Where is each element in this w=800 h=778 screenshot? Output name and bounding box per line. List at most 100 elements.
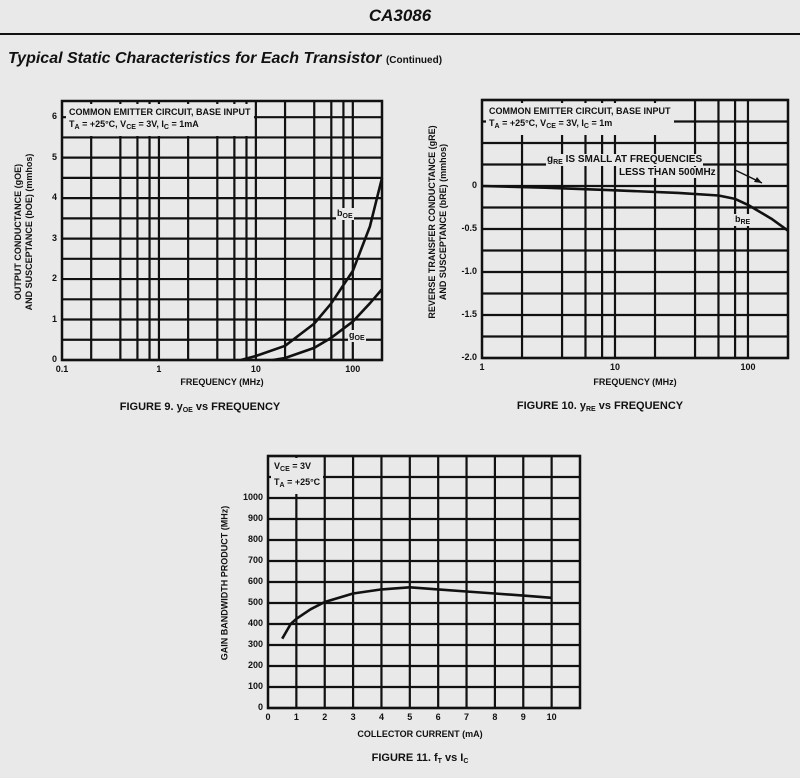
y-tick-label: 500 <box>247 597 263 607</box>
condition-text: = 1m <box>588 118 613 128</box>
x-axis-label: COLLECTOR CURRENT (mA) <box>357 729 483 739</box>
figure-caption: FIGURE 10. yRE vs FREQUENCY <box>517 400 683 413</box>
series-label-gOE: gOE <box>348 330 366 342</box>
x-tick-label: 1 <box>293 712 299 722</box>
condition-line: TA = +25°C, VCE = 3V, IC = 1mA <box>69 118 251 134</box>
y-tick-label: 3 <box>51 232 57 243</box>
y-axis-label: GAIN BANDWIDTH PRODUCT (MHz) <box>220 506 231 660</box>
caption-text: FIGURE 10. y <box>516 400 586 412</box>
series-line-fT <box>281 586 552 640</box>
condition-line: TA = +25°C, VCE = 3V, IC = 1m <box>489 117 671 133</box>
series-label-bOE: bOE <box>336 208 354 220</box>
condition-text: = 3V, I <box>555 118 584 128</box>
condition-text: = 1mA <box>168 119 199 129</box>
caption-subscript: T <box>437 758 442 765</box>
condition-subscript: C <box>163 124 169 131</box>
annotation-sub: RE <box>553 159 563 166</box>
y-tick-label: 1000 <box>242 492 263 502</box>
y-tick-label: 700 <box>247 555 263 565</box>
section-note: (Continued) <box>385 55 443 66</box>
condition-line: TA = +25°C <box>274 476 320 492</box>
y-axis-label-line: GAIN BANDWIDTH PRODUCT (MHz) <box>219 505 230 661</box>
annotation-text: IS SMALL AT FREQUENCIES <box>562 154 703 165</box>
figure-caption: FIGURE 9. yOE vs FREQUENCY <box>120 401 281 414</box>
condition-text: COMMON EMITTER CIRCUIT, BASE INPUT <box>489 106 671 116</box>
y-axis-label-line: AND SUSCEPTANCE (bRE) (mmhos) <box>438 143 448 301</box>
section-title-text: Typical Static Characteristics for Each … <box>8 50 382 67</box>
y-tick-label: 6 <box>51 111 57 122</box>
x-tick-label: 0 <box>265 712 271 722</box>
figure-caption: FIGURE 11. fT vs IC <box>372 752 469 765</box>
condition-subscript: C <box>583 123 589 130</box>
condition-text: = 3V <box>289 461 312 471</box>
series-label-main: b <box>735 214 741 224</box>
series-label-main: g <box>349 330 355 340</box>
y-tick-label: -1.0 <box>461 266 477 276</box>
caption-text: FIGURE 9. y <box>119 401 183 413</box>
x-tick-label: 10 <box>609 362 620 372</box>
annotation-line-1: gRE IS SMALL AT FREQUENCIES <box>546 154 704 166</box>
annotation-main: g <box>547 154 554 165</box>
x-tick-label: 10 <box>546 712 557 722</box>
series-label-sub: OE <box>342 213 353 220</box>
plot-frame <box>60 99 384 362</box>
condition-subscript: CE <box>126 124 136 131</box>
y-tick-label: 300 <box>247 639 263 649</box>
condition-subscript: A <box>74 124 80 131</box>
condition-text: = +25°C, V <box>79 119 127 129</box>
series-label-sub: OE <box>354 335 365 342</box>
x-tick-label: 100 <box>345 364 361 374</box>
x-axis-label: FREQUENCY (MHz) <box>180 377 264 387</box>
chart-conditions: COMMON EMITTER CIRCUIT, BASE INPUT TA = +… <box>66 104 254 136</box>
y-tick-label: 600 <box>247 576 263 586</box>
x-tick-label: 3 <box>350 712 356 722</box>
y-tick-label: 4 <box>51 192 57 203</box>
section-title: Typical Static Characteristics for Each … <box>8 50 442 68</box>
condition-line: VCE = 3V <box>274 460 320 476</box>
y-axis-label-line: REVERSE TRANSFER CONDUCTANCE (gRE) <box>427 125 437 319</box>
series-line-bRE <box>481 184 789 232</box>
x-tick-label: 10 <box>250 364 261 374</box>
y-axis-label: OUTPUT CONDUCTANCE (gOE) AND SUSCEPTANCE … <box>13 154 35 311</box>
y-tick-label: -1.5 <box>461 309 477 319</box>
condition-text: V <box>274 461 281 471</box>
x-tick-label: 6 <box>435 712 441 722</box>
y-tick-label: 800 <box>247 534 263 544</box>
x-tick-label: 5 <box>407 712 413 722</box>
condition-subscript: A <box>279 482 285 489</box>
arrowhead-icon <box>754 177 762 183</box>
chart-2 <box>480 98 790 360</box>
condition-subscript: A <box>494 123 500 130</box>
x-tick-label: 8 <box>492 712 498 722</box>
y-tick-label: 5 <box>51 151 57 162</box>
y-tick-label: -2.0 <box>461 352 477 362</box>
caption-subscript: RE <box>585 406 596 413</box>
x-tick-label: 1 <box>156 364 162 374</box>
chart-conditions: COMMON EMITTER CIRCUIT, BASE INPUT TA = +… <box>486 103 674 135</box>
condition-text: COMMON EMITTER CIRCUIT, BASE INPUT <box>69 107 251 117</box>
y-axis-label-line: AND SUSCEPTANCE (bOE) (mmhos) <box>24 153 34 311</box>
series-label-main: b <box>337 208 343 218</box>
caption-subscript: OE <box>182 407 193 414</box>
x-axis-label: FREQUENCY (MHz) <box>593 377 677 387</box>
condition-line: COMMON EMITTER CIRCUIT, BASE INPUT <box>69 106 251 118</box>
y-tick-label: 200 <box>247 660 263 670</box>
y-tick-label: -0.5 <box>461 223 477 233</box>
condition-text: T <box>274 477 280 487</box>
caption-text: vs I <box>441 752 464 764</box>
y-tick-label: 900 <box>247 513 263 523</box>
caption-text: vs FREQUENCY <box>595 400 684 412</box>
x-tick-label: 100 <box>740 362 756 372</box>
annotation-line-2: LESS THAN 500MHz <box>618 167 717 178</box>
plot-frame <box>266 454 582 710</box>
x-tick-label: 4 <box>378 712 384 722</box>
caption-subscript: C <box>463 758 469 765</box>
y-tick-label: 400 <box>247 618 263 628</box>
condition-text: = +25°C <box>284 477 321 487</box>
y-tick-label: 100 <box>247 681 263 691</box>
y-axis-label: REVERSE TRANSFER CONDUCTANCE (gRE) AND SU… <box>427 125 449 318</box>
condition-text: = +25°C, V <box>499 118 547 128</box>
condition-subscript: CE <box>280 466 290 473</box>
series-line-gOE <box>272 288 383 362</box>
